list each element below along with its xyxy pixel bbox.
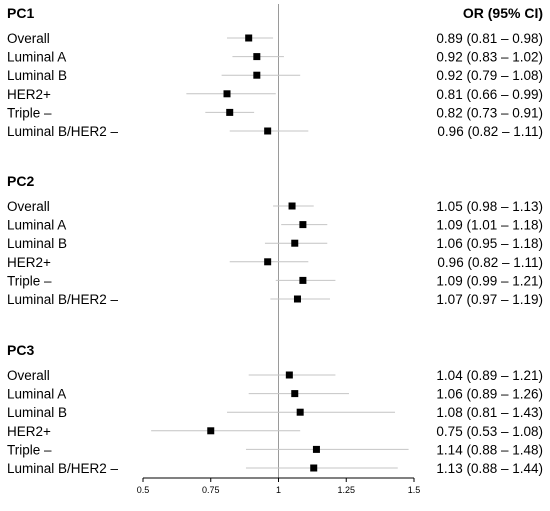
odds-ratio-point — [253, 71, 261, 79]
plot-background — [142, 4, 415, 482]
row-label: Overall — [7, 368, 50, 383]
plot-marks — [151, 34, 409, 472]
odds-ratio-point — [264, 258, 272, 266]
row-label: Triple – — [7, 105, 52, 120]
or-ci-value: 1.06 (0.89 – 1.26) — [436, 387, 543, 402]
odds-ratio-point — [293, 295, 301, 303]
odds-ratio-point — [253, 53, 261, 61]
odds-ratio-point — [223, 90, 231, 98]
x-tick-label: 1 — [276, 485, 281, 495]
row-label: Luminal B/HER2 – — [7, 124, 119, 139]
row-label: Triple – — [7, 442, 52, 457]
row-label: Luminal B/HER2 – — [7, 292, 119, 307]
or-ci-value: 0.82 (0.73 – 0.91) — [436, 105, 543, 120]
row-label: Luminal A — [7, 387, 66, 402]
x-tick-label: 0.5 — [137, 485, 150, 495]
odds-ratio-point — [207, 427, 215, 435]
or-ci-value: 0.92 (0.83 – 1.02) — [436, 50, 543, 65]
row-label: Overall — [7, 31, 50, 46]
row-label: Triple – — [7, 273, 52, 288]
or-ci-value: 0.75 (0.53 – 1.08) — [436, 424, 543, 439]
odds-ratio-point — [264, 127, 272, 135]
group-header: PC2 — [7, 173, 34, 189]
odds-ratio-point — [226, 108, 234, 116]
or-ci-value: 0.81 (0.66 – 0.99) — [436, 87, 543, 102]
or-ci-value: 1.09 (1.01 – 1.18) — [436, 218, 543, 233]
or-ci-value: 0.92 (0.79 – 1.08) — [436, 68, 543, 83]
row-label: Overall — [7, 199, 50, 214]
or-ci-value: 1.14 (0.88 – 1.48) — [436, 442, 543, 457]
or-ci-value: 1.04 (0.89 – 1.21) — [436, 368, 543, 383]
row-label: HER2+ — [7, 424, 51, 439]
or-ci-value: 1.08 (0.81 – 1.43) — [436, 405, 543, 420]
row-label: Luminal B — [7, 405, 67, 420]
odds-ratio-point — [296, 408, 304, 416]
or-ci-value: 0.89 (0.81 – 0.98) — [436, 31, 543, 46]
odds-ratio-point — [291, 390, 299, 398]
odds-ratio-point — [310, 464, 318, 472]
odds-ratio-point — [312, 445, 320, 453]
row-label: Luminal B/HER2 – — [7, 461, 119, 476]
x-tick-label: 0.75 — [202, 485, 220, 495]
odds-ratio-point — [299, 221, 307, 229]
row-label: HER2+ — [7, 87, 51, 102]
odds-ratio-point — [299, 276, 307, 284]
plot-text: 0.5 0.75 1 1.25 1.5 OR (95% CI) PC1 Overall 0.89… — [7, 5, 543, 495]
or-ci-value: 1.09 (0.99 – 1.21) — [436, 273, 543, 288]
or-ci-value: 1.07 (0.97 – 1.19) — [436, 292, 543, 307]
row-label: HER2+ — [7, 255, 51, 270]
row-label: Luminal A — [7, 218, 66, 233]
or-ci-value: 0.96 (0.82 – 1.11) — [437, 255, 543, 270]
row-label: Luminal B — [7, 236, 67, 251]
row-label: Luminal A — [7, 50, 66, 65]
x-tick-label: 1.25 — [337, 485, 355, 495]
or-ci-value: 1.05 (0.98 – 1.13) — [436, 199, 543, 214]
odds-ratio-point — [285, 371, 293, 379]
or-ci-value: 1.13 (0.88 – 1.44) — [436, 461, 543, 476]
or-ci-value: 0.96 (0.82 – 1.11) — [437, 124, 543, 139]
odds-ratio-point — [288, 202, 296, 210]
odds-ratio-point — [291, 239, 299, 247]
group-header: PC3 — [7, 342, 34, 358]
odds-ratio-point — [245, 34, 253, 42]
or-ci-column-header: OR (95% CI) — [463, 5, 543, 21]
group-header: PC1 — [7, 5, 34, 21]
or-ci-value: 1.06 (0.95 – 1.18) — [436, 236, 543, 251]
row-label: Luminal B — [7, 68, 67, 83]
x-tick-label: 1.5 — [408, 485, 421, 495]
